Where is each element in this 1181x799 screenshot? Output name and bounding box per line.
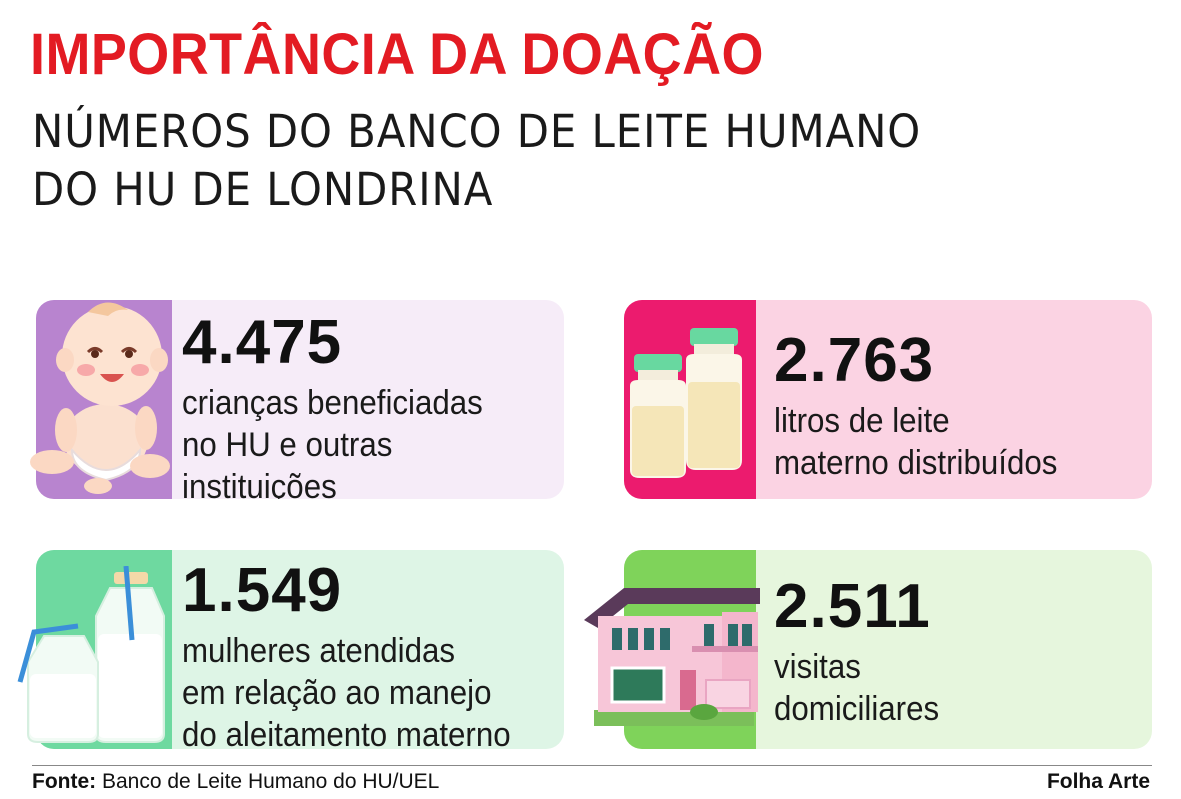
stat-line: materno distribuídos <box>774 444 1058 482</box>
stat-description: crianças beneficiadas no HU e outras ins… <box>182 382 483 499</box>
stat-description: mulheres atendidas em relação ao manejo … <box>182 630 511 749</box>
stat-line: mulheres atendidas <box>182 632 456 670</box>
stat-line: visitas <box>774 648 861 686</box>
page-title: IMPORTÂNCIA DA DOAÇÃO <box>30 22 764 87</box>
subtitle-line-1: NÚMEROS DO BANCO DE LEITE HUMANO <box>32 105 922 158</box>
stat-line: domiciliares <box>774 690 940 728</box>
house-icon <box>584 588 760 726</box>
stat-line: litros de leite <box>774 402 950 440</box>
footer-source: Fonte: Banco de Leite Humano do HU/UEL <box>32 769 439 795</box>
footer-divider <box>32 765 1152 766</box>
stat-value: 1.549 <box>182 556 343 625</box>
subtitle-line-2: DO HU DE LONDRINA <box>32 163 494 216</box>
stat-line: no HU e outras <box>182 426 393 464</box>
stat-description: visitas domiciliares <box>774 646 939 730</box>
baby-icon <box>30 302 170 494</box>
stat-description: litros de leite materno distribuídos <box>774 400 1057 484</box>
stat-value: 2.763 <box>774 326 935 395</box>
source-label: Fonte: <box>32 770 97 793</box>
stat-line: instituições <box>182 468 337 499</box>
stat-value: 4.475 <box>182 308 343 377</box>
milk-bottles-icon <box>630 328 742 478</box>
stat-value: 2.511 <box>774 572 931 641</box>
stat-line: em relação ao manejo <box>182 674 492 712</box>
page-subtitle: NÚMEROS DO BANCO DE LEITE HUMANO DO HU D… <box>32 103 921 219</box>
stat-text: 2.511 visitas domiciliares <box>774 576 954 730</box>
stat-text: 2.763 litros de leite materno distribuíd… <box>774 330 1082 484</box>
source-text: Banco de Leite Humano do HU/UEL <box>102 770 440 793</box>
footer-credit: Folha Arte <box>1046 770 1150 793</box>
stat-text: 1.549 mulheres atendidas em relação ao m… <box>182 556 539 750</box>
stat-line: crianças beneficiadas <box>182 384 483 422</box>
milk-jugs-icon <box>17 566 165 743</box>
stat-line: do aleitamento materno <box>182 716 511 749</box>
stat-text: 4.475 crianças beneficiadas no HU e outr… <box>182 308 509 500</box>
